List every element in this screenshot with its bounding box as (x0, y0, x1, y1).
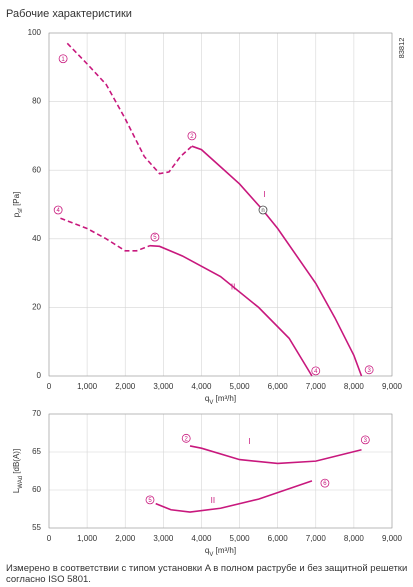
y-tick-label: 40 (32, 234, 41, 243)
marker-circle (58, 54, 68, 64)
y-tick-label: 80 (32, 97, 41, 106)
marker-circle (150, 232, 160, 242)
x-tick-label: 3,000 (153, 382, 174, 391)
x-tick-label: 2,000 (115, 534, 136, 543)
x-tick-label: 9,000 (382, 382, 403, 391)
annotation: I (248, 437, 250, 446)
title: Рабочие характеристики (6, 8, 132, 20)
y-tick-label: 100 (28, 28, 42, 37)
x-tick-label: 9,000 (382, 534, 403, 543)
x-tick-label: 0 (47, 382, 52, 391)
annotation: 4 (314, 369, 318, 375)
annotation: 5 (153, 235, 157, 241)
annotation: 2 (190, 134, 194, 140)
y-tick-label: 55 (32, 523, 41, 532)
marker-circle (320, 478, 330, 488)
x-tick-label: 6,000 (268, 534, 289, 543)
marker-circle (360, 435, 370, 445)
x-tick-label: 2,000 (115, 382, 136, 391)
x-tick-label: 1,000 (77, 534, 98, 543)
label-part: [Pa] (12, 192, 21, 208)
label-part: WAd (18, 476, 24, 489)
y-tick-label: 60 (32, 485, 41, 494)
curve (149, 244, 313, 377)
x-tick-label: 0 (47, 534, 52, 543)
y-tick-label: 20 (32, 303, 41, 312)
marker-circle (258, 205, 268, 215)
label-part: q (205, 394, 209, 403)
curve (189, 445, 362, 465)
marker-circle (187, 131, 197, 141)
code: 83812 (397, 38, 406, 59)
footnote: Измерено в соответствии с типом установк… (6, 563, 408, 585)
x-tick-label: 4,000 (191, 382, 212, 391)
x-axis-label: qV [m³/h] (205, 394, 236, 405)
x-tick-label: 7,000 (306, 382, 327, 391)
curve (155, 480, 313, 513)
x-tick-label: 7,000 (306, 534, 327, 543)
label-part: [dB(A)] (12, 449, 21, 476)
x-axis-label: qV [m³/h] (205, 546, 236, 557)
annotation: 6 (323, 481, 327, 487)
y-axis-label: psf [Pa] (12, 192, 23, 218)
label-part: V (209, 552, 213, 558)
annotation: 1 (61, 57, 65, 63)
annotation: 3 (367, 368, 371, 374)
y-tick-label: 60 (32, 165, 41, 174)
annotation: II (231, 282, 235, 291)
annotation: 5 (148, 498, 152, 504)
x-tick-label: 3,000 (153, 534, 174, 543)
annotation: n (261, 208, 264, 214)
y-axis-label: LWAd [dB(A)] (12, 449, 23, 493)
marker-circle (311, 366, 321, 376)
plot-frame (48, 32, 393, 377)
label-part: L (12, 488, 21, 493)
annotation: II (211, 496, 215, 505)
label-part: sf (18, 208, 24, 213)
annotation: 3 (364, 438, 368, 444)
label-part: q (205, 546, 209, 555)
x-tick-label: 1,000 (77, 382, 98, 391)
x-tick-label: 6,000 (268, 382, 289, 391)
y-tick-label: 0 (37, 371, 42, 380)
annotation: 4 (56, 208, 60, 214)
annotation: I (263, 190, 265, 199)
x-tick-label: 5,000 (230, 382, 251, 391)
label-part: [m³/h] (213, 394, 236, 403)
marker-circle (53, 205, 63, 215)
curve (60, 217, 151, 252)
x-tick-label: 5,000 (230, 534, 251, 543)
marker-circle (181, 433, 191, 443)
annotation: 2 (185, 436, 189, 442)
marker-circle (145, 495, 155, 505)
marker-circle (364, 365, 374, 375)
curve (66, 42, 193, 175)
chart: Рабочие характеристики 83812 02040608010… (6, 8, 406, 558)
plot-frame (48, 413, 393, 529)
label-part: [m³/h] (213, 546, 236, 555)
curve (191, 145, 363, 377)
x-tick-label: 8,000 (344, 382, 365, 391)
label-part: V (209, 400, 213, 406)
y-tick-label: 70 (32, 409, 41, 418)
y-tick-label: 65 (32, 447, 41, 456)
x-tick-label: 4,000 (191, 534, 212, 543)
label-part: p (12, 212, 21, 217)
x-tick-label: 8,000 (344, 534, 365, 543)
